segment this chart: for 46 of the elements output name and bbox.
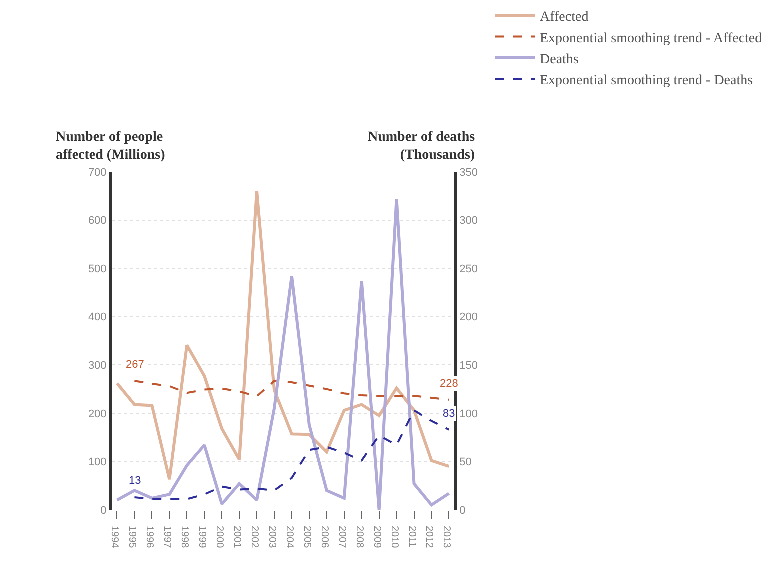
y2-tick-label: 0 xyxy=(460,504,466,517)
y-axis-title: Number of people affected (Millions) xyxy=(56,130,166,164)
x-tick-label: 2012 xyxy=(424,526,435,549)
x-tick-label: 2000 xyxy=(214,526,226,549)
data-label: 13 xyxy=(129,475,142,487)
x-tick-label: 1994 xyxy=(109,526,120,549)
legend-label: Deaths xyxy=(540,52,579,68)
y2-tick-label: 150 xyxy=(460,360,478,372)
y2-tick-label: 100 xyxy=(460,408,478,420)
x-tick-label: 2003 xyxy=(266,526,278,549)
y2-tick-label: 50 xyxy=(460,456,472,469)
data-label: 228 xyxy=(440,378,458,390)
y-tick-label: 200 xyxy=(88,408,107,420)
x-tick-label: 2007 xyxy=(336,526,348,549)
y-tick-label: 400 xyxy=(88,312,107,324)
legend-label: Exponential smoothing trend - Deaths xyxy=(540,74,754,89)
y2-tick-label: 250 xyxy=(460,263,478,276)
y-tick-label: 100 xyxy=(88,456,107,469)
x-tick-label: 2011 xyxy=(406,526,418,548)
legend-label: Affected xyxy=(540,10,589,26)
x-tick-label: 2002 xyxy=(249,526,260,549)
y-tick-label: 0 xyxy=(100,504,107,517)
x-tick-label: 1999 xyxy=(196,526,208,549)
legend-label: Exponential smoothing trend - Affected xyxy=(540,31,762,46)
x-tick-label: 1996 xyxy=(144,526,156,549)
x-tick-label: 2005 xyxy=(301,526,312,549)
data-label: 83 xyxy=(443,408,456,420)
data-label: 267 xyxy=(126,359,144,371)
y2-tick-label: 350 xyxy=(460,166,478,179)
x-tick-label: 1998 xyxy=(179,526,190,549)
x-tick-label: 2008 xyxy=(354,526,365,549)
y2-tick-label: 300 xyxy=(460,215,478,228)
x-tick-label: 1997 xyxy=(162,526,173,549)
y-tick-label: 700 xyxy=(88,166,107,179)
x-tick-label: 2009 xyxy=(371,526,382,549)
y-tick-label: 500 xyxy=(88,263,107,276)
y-tick-label: 300 xyxy=(88,360,107,372)
x-tick-label: 2004 xyxy=(284,526,295,549)
x-tick-label: 2001 xyxy=(232,526,243,549)
y2-axis-title: Number of deaths (Thousands) xyxy=(368,130,476,164)
x-tick-label: 1995 xyxy=(126,526,138,549)
y2-tick-label: 200 xyxy=(460,312,478,324)
x-tick-label: 2006 xyxy=(318,526,330,549)
x-tick-label: 2010 xyxy=(388,526,400,549)
y-tick-label: 600 xyxy=(88,215,107,228)
x-tick-label: 2013 xyxy=(441,526,452,549)
